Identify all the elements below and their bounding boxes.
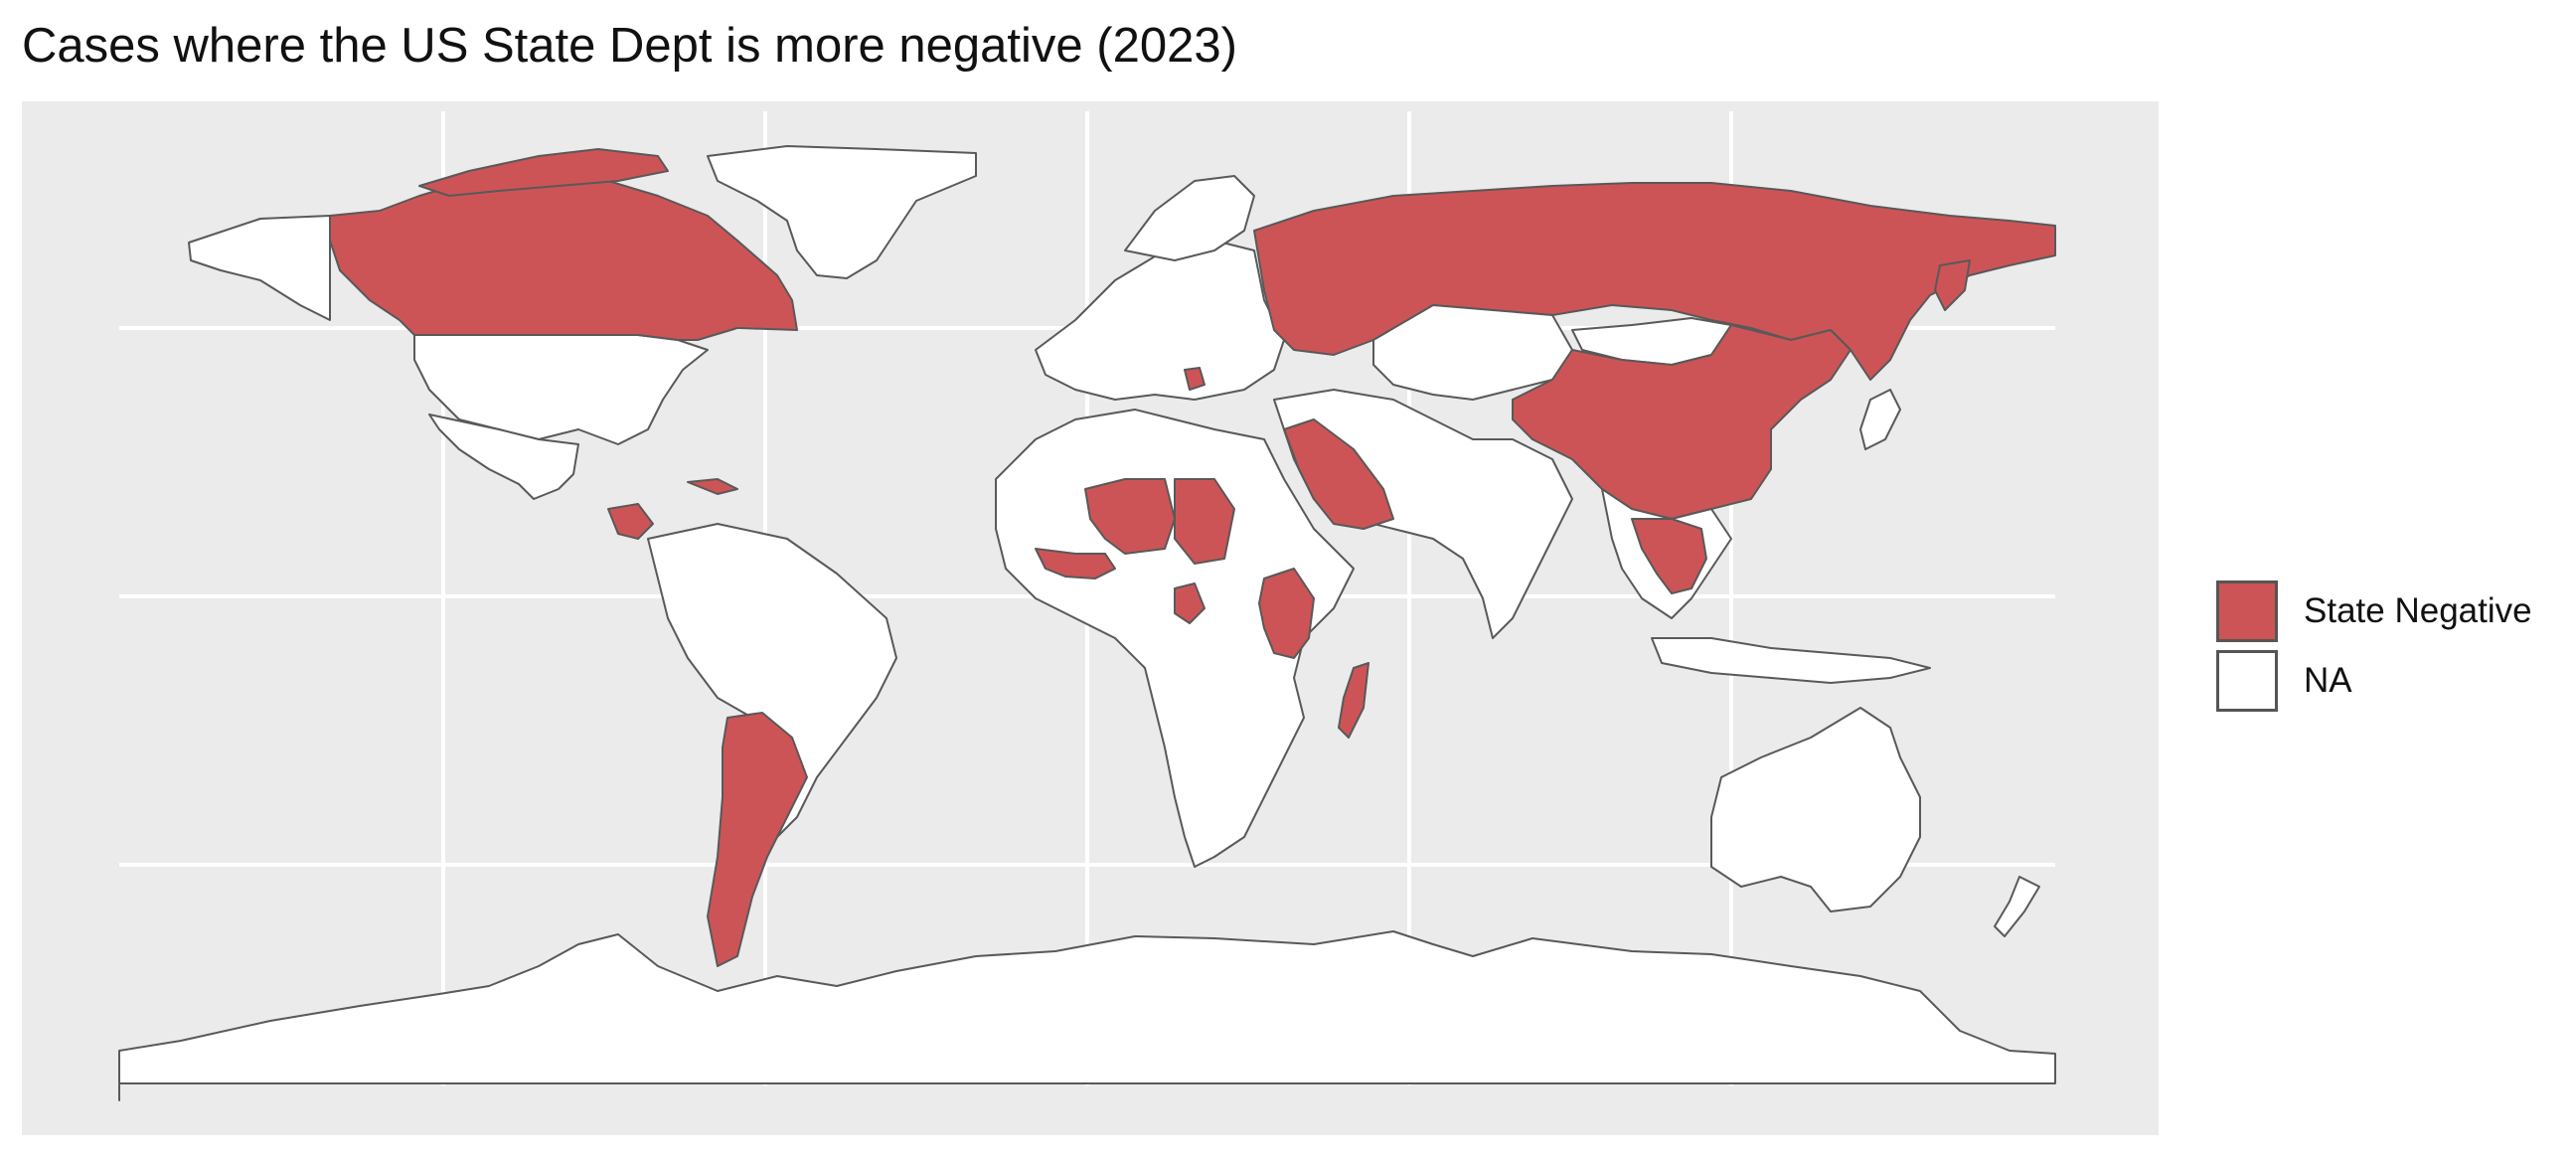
legend-swatch-na <box>2216 650 2278 712</box>
country-greenland <box>707 145 977 279</box>
country-serbia <box>1184 367 1206 391</box>
country-gabon <box>1174 582 1206 624</box>
country-canada <box>329 175 798 341</box>
country-china <box>1512 324 1852 520</box>
chart-title: Cases where the US State Dept is more ne… <box>22 19 1237 73</box>
country-mali <box>1084 478 1176 555</box>
country-canada-islands <box>418 148 669 197</box>
country-niger <box>1174 478 1235 565</box>
country-new-zealand <box>1994 876 2040 937</box>
legend-swatch-state-negative <box>2216 580 2278 642</box>
country-alaska <box>188 215 331 321</box>
country-indonesia <box>1651 637 1931 684</box>
country-mexico <box>428 414 579 500</box>
country-argentina <box>707 712 808 967</box>
country-japan <box>1859 389 1901 450</box>
country-scandinavia <box>1124 175 1255 261</box>
legend-item-na: NA <box>2216 646 2532 716</box>
legend: State Negative NA <box>2216 577 2532 716</box>
country-kazakhstan <box>1372 304 1573 401</box>
country-africa <box>995 409 1355 868</box>
country-vietnam <box>1631 518 1707 594</box>
country-usa <box>413 334 709 445</box>
country-saudi-arabia <box>1283 418 1394 530</box>
countries <box>118 145 2056 1101</box>
country-cuba <box>687 478 738 495</box>
country-europe <box>1035 240 1285 401</box>
country-west-africa <box>1035 548 1116 580</box>
legend-label: State Negative <box>2304 591 2532 630</box>
country-south-america <box>647 523 897 843</box>
country-nicaragua <box>607 503 654 540</box>
country-madagascar <box>1338 662 1369 739</box>
country-russia-kamchatka <box>1934 259 1971 311</box>
world-map <box>118 111 2056 1101</box>
country-antarctica <box>118 930 2056 1101</box>
map-panel <box>22 101 2159 1135</box>
legend-label: NA <box>2304 661 2352 700</box>
country-australia <box>1710 707 1921 912</box>
legend-item-state-negative: State Negative <box>2216 577 2532 646</box>
country-east-africa <box>1258 568 1315 659</box>
